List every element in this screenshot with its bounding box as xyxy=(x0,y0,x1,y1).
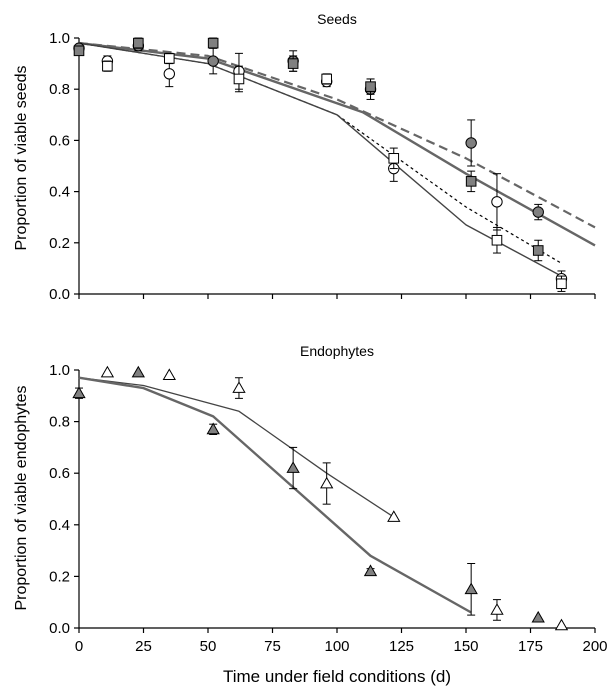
seeds-point-square-filled xyxy=(532,245,544,256)
seeds-point-square-open xyxy=(233,73,245,85)
seeds-fit-curve-2 xyxy=(78,41,596,247)
endophytes-y-axis-title: Proportion of viable endophytes xyxy=(13,385,30,610)
endophytes-y-tick-label: 0.2 xyxy=(49,568,70,585)
endophytes-x-tick-label: 125 xyxy=(389,638,414,655)
seeds-point-square-open xyxy=(491,234,503,246)
endophytes-panel-title: Endophytes xyxy=(300,343,374,359)
endophytes-x-tick-label: 25 xyxy=(135,638,152,655)
seeds-point-circle-open xyxy=(163,68,176,80)
seeds-y-tick-label: 0.4 xyxy=(49,184,70,201)
seeds-panel-title: Seeds xyxy=(317,11,357,27)
endophytes-y-tick-label: 0.8 xyxy=(49,414,70,431)
seeds-fit-curve-3 xyxy=(78,42,562,264)
endophytes-panel: Endophytes Proportion of viable endophyt… xyxy=(13,343,608,686)
seeds-point-square-filled xyxy=(73,45,85,57)
endophytes-fit-curve-1 xyxy=(78,377,395,518)
endophytes-point-triangle-filled xyxy=(206,422,220,435)
endophytes-point-triangle-open xyxy=(320,476,334,489)
seeds-point-square-open xyxy=(556,278,567,290)
seeds-y-tick-label: 0.8 xyxy=(49,81,70,98)
seeds-point-circle-open xyxy=(491,196,503,208)
endophytes-x-tick-label: 100 xyxy=(324,638,349,655)
seeds-point-circle-filled xyxy=(207,55,219,67)
endophytes-x-tick-label: 50 xyxy=(200,638,217,655)
seeds-y-tick-label: 0.0 xyxy=(49,286,70,303)
endophytes-point-triangle-filled xyxy=(286,461,300,473)
endophytes-point-triangle-filled xyxy=(363,564,378,577)
endophytes-point-triangle-filled xyxy=(464,582,478,595)
endophytes-point-triangle-open xyxy=(100,365,115,378)
endophytes-y-tick-label: 0.0 xyxy=(49,620,70,637)
endophytes-point-triangle-open xyxy=(554,618,569,631)
endophytes-point-triangle-filled xyxy=(531,610,545,623)
seeds-point-circle-filled xyxy=(532,206,544,218)
endophytes-y-tick-label: 0.6 xyxy=(49,465,70,482)
endophytes-point-triangle-filled xyxy=(72,386,86,399)
endophytes-point-triangle-open xyxy=(490,603,504,615)
endophytes-point-triangle-open xyxy=(162,368,176,380)
seeds-point-square-open xyxy=(388,153,400,164)
endophytes-fit-curves xyxy=(78,376,472,614)
seeds-point-square-open xyxy=(164,53,175,64)
seeds-fit-curve-1 xyxy=(78,42,596,229)
seeds-fit-curves xyxy=(78,41,596,277)
endophytes-y-ticks: 0.0 0.2 0.4 0.6 0.8 1.0 xyxy=(49,362,79,637)
endophytes-x-tick-label: 75 xyxy=(264,638,281,655)
endophytes-x-tick-label: 0 xyxy=(75,638,83,655)
endophytes-y-tick-label: 1.0 xyxy=(49,362,70,379)
endophytes-x-ticks: 0 25 50 75 100 125 150 175 200 xyxy=(75,628,608,655)
seeds-point-circle-filled xyxy=(465,137,477,149)
endophytes-point-triangle-filled xyxy=(131,365,145,378)
seeds-point-square-filled xyxy=(365,81,376,92)
endophytes-y-tick-label: 0.4 xyxy=(49,517,70,534)
seeds-y-tick-label: 0.2 xyxy=(49,235,70,252)
seeds-point-square-filled xyxy=(133,37,144,49)
endophytes-point-triangle-open xyxy=(232,381,246,393)
seeds-y-axis-title: Proportion of viable seeds xyxy=(13,66,30,251)
endophytes-data-points xyxy=(72,365,569,631)
seeds-fit-curve-4 xyxy=(78,42,562,277)
endophytes-x-tick-label: 175 xyxy=(518,638,543,655)
endophytes-x-tick-label: 200 xyxy=(582,638,607,655)
seeds-y-tick-label: 1.0 xyxy=(49,30,70,47)
seeds-y-tick-label: 0.6 xyxy=(49,132,70,149)
seeds-point-square-open xyxy=(102,60,113,72)
seeds-point-square-filled xyxy=(465,176,477,187)
x-axis-title: Time under field conditions (d) xyxy=(223,667,451,686)
endophytes-fit-curve-2 xyxy=(78,376,472,614)
seeds-panel: Seeds Proportion of viable seeds 0.00.20… xyxy=(13,11,596,303)
seeds-x-ticks xyxy=(78,294,596,299)
seeds-y-ticks: 0.0 0.2 0.4 0.6 0.8 1.0 xyxy=(49,30,79,303)
seeds-point-square-filled xyxy=(287,58,299,69)
seeds-point-square-open xyxy=(321,73,332,85)
seeds-point-square-filled xyxy=(207,37,219,49)
endophytes-point-triangle-open xyxy=(387,510,401,522)
seeds-data-points xyxy=(73,37,568,292)
endophytes-x-tick-label: 150 xyxy=(453,638,478,655)
